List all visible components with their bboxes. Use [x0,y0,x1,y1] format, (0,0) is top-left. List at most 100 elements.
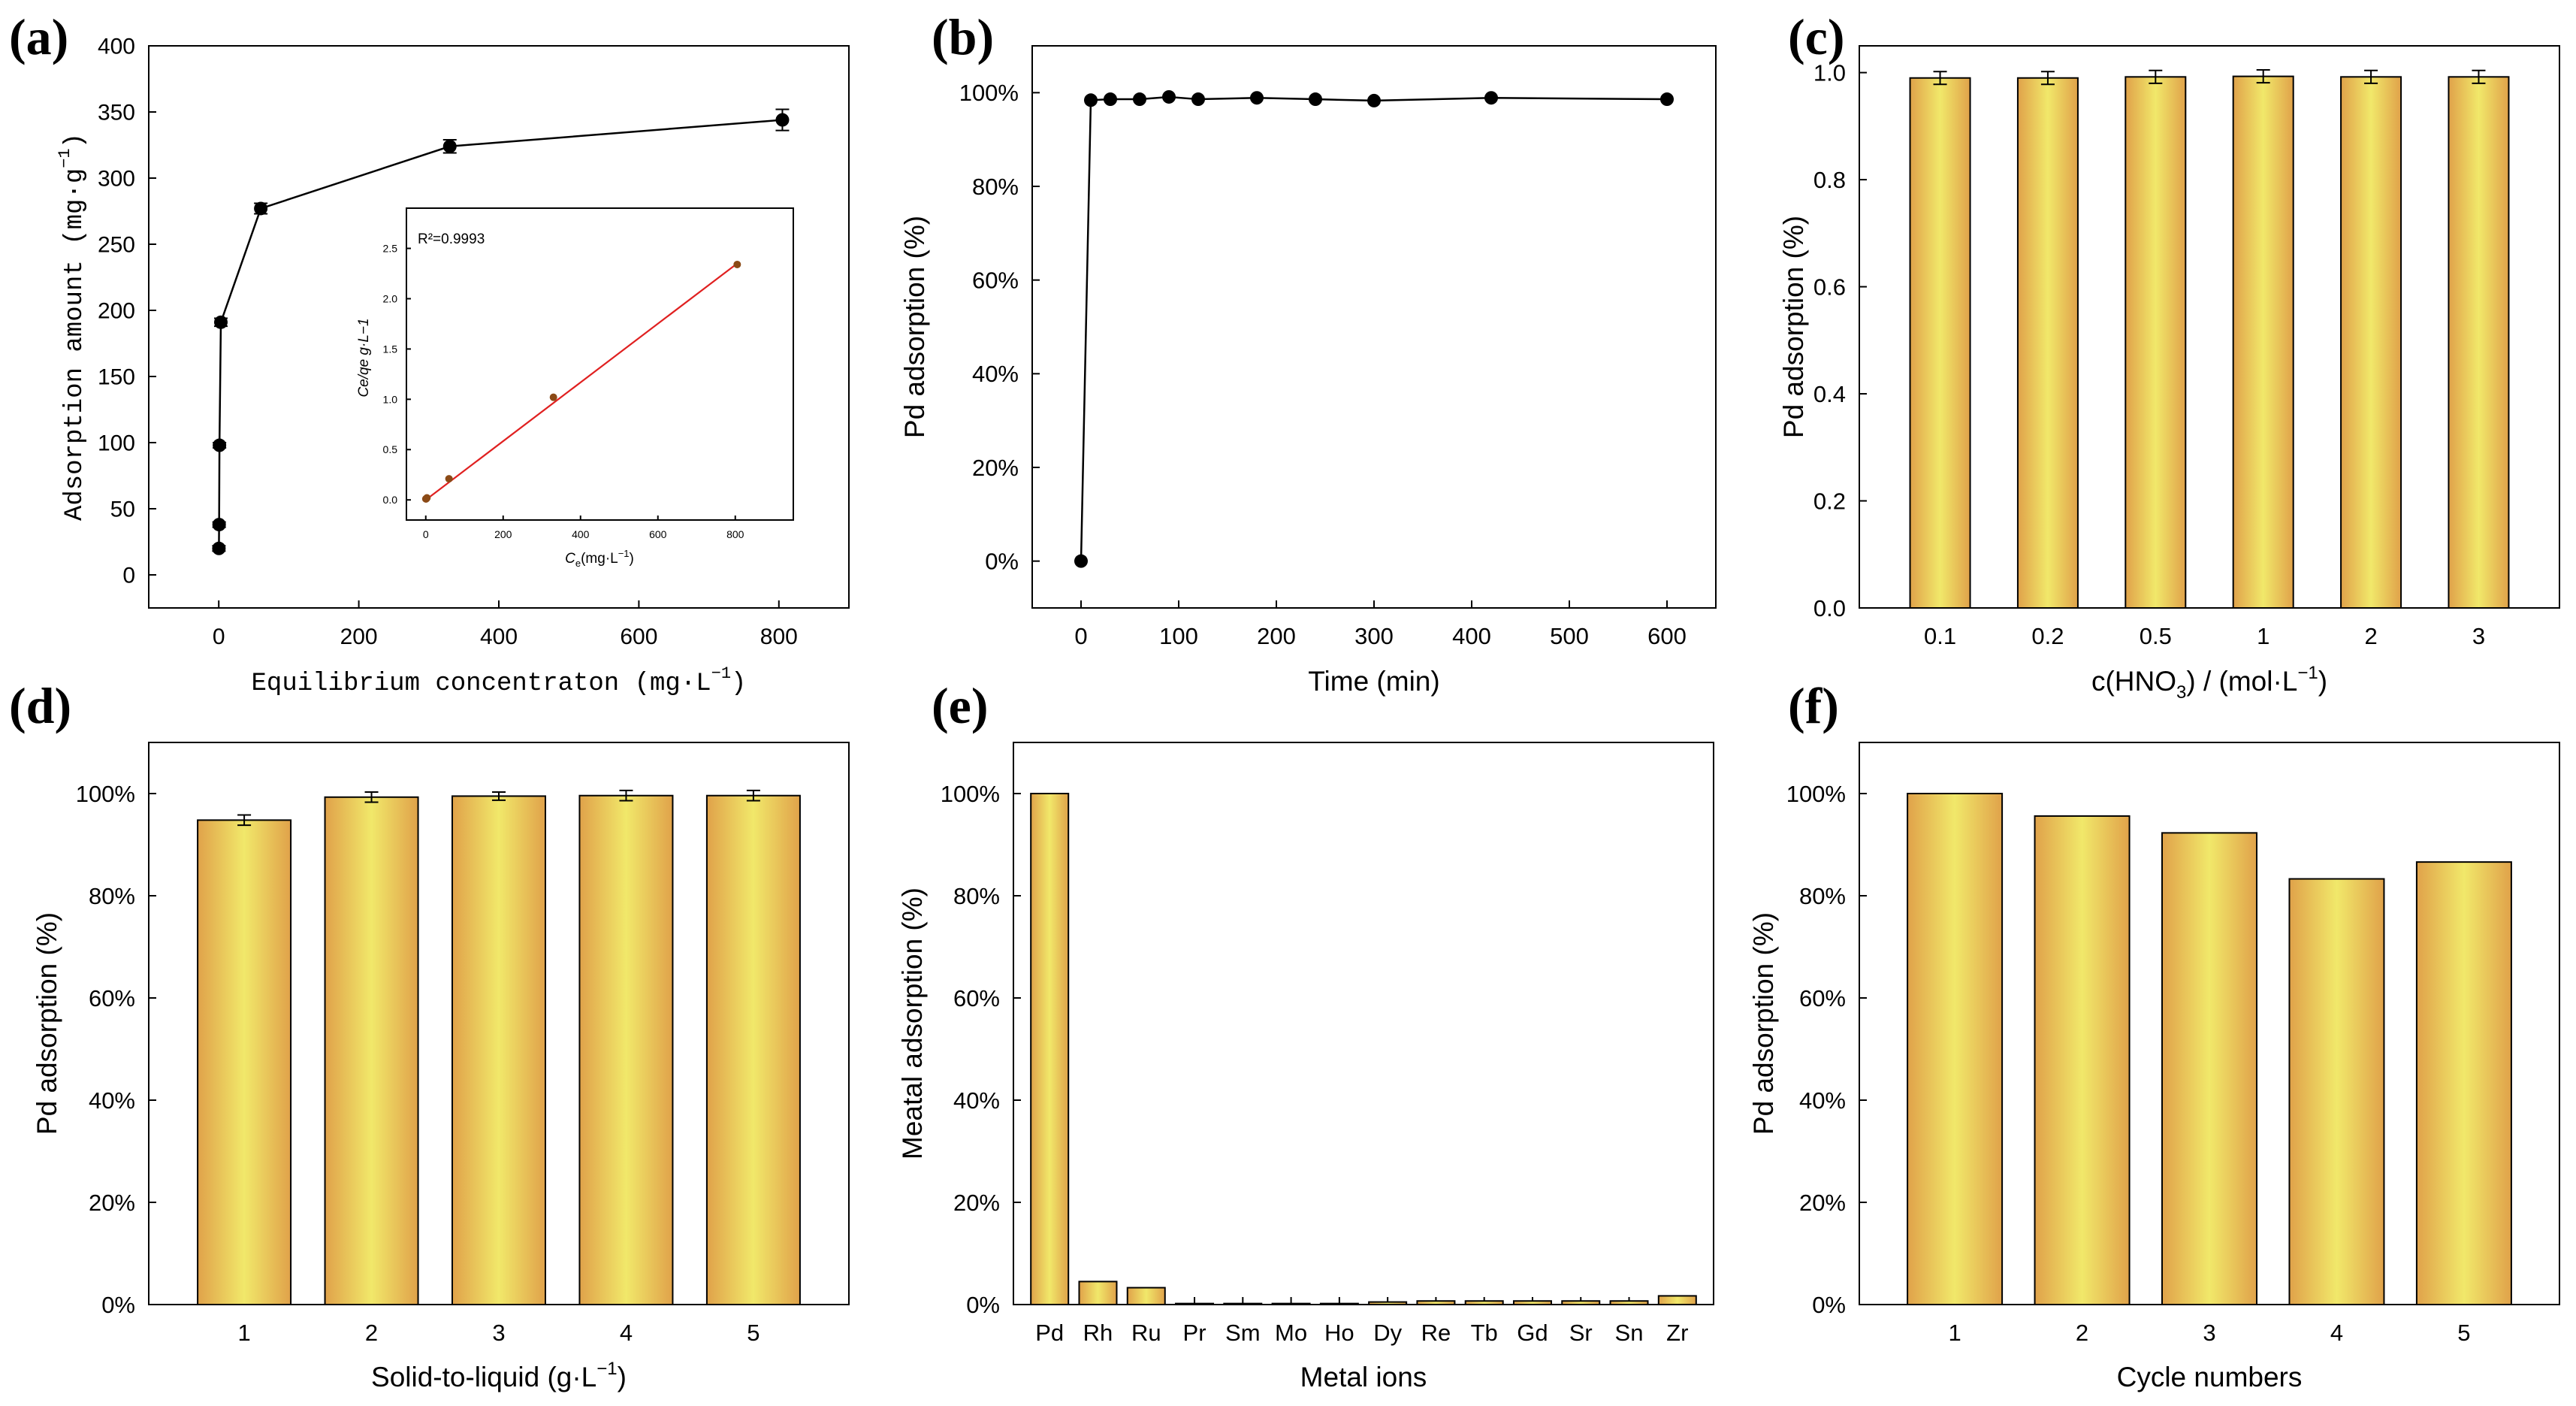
panel-e-bar [1078,1281,1118,1306]
inset-ylabel: Ce/qe g·L−1 [356,318,372,397]
panel-f-bar [2034,815,2131,1306]
panel-e-bar [1561,1300,1601,1305]
panel-a: (a) 0 50 100 150 200 250 300 350 400 0 200 400 600 80… [9,8,850,698]
panel-e-bar [1368,1301,1408,1305]
inset-xtick-label: 0 [423,528,429,540]
panel-a-series [212,108,790,555]
panel-d-ytick-label: 60% [89,985,135,1011]
panel-b-point [1191,92,1205,107]
panel-b-line [1080,95,1668,561]
panel-d: (d) 0% 20% 40% 60% 80% 100% 1 2 3 4 5 Solid-to-liq… [9,677,850,1392]
panel-e-bar [1175,1302,1215,1306]
panel-d-xtick-label: 2 [365,1320,378,1346]
panel-label-a: (a) [9,8,68,65]
panel-e-bar [1464,1300,1504,1305]
panel-b-ytick-label: 100% [959,80,1019,106]
panel-c-bar [2448,76,2510,609]
panel-c-ytick-label: 0.4 [1813,381,1846,407]
panel-b-point [1074,554,1088,568]
panel-a-xlabel: Equilibrium concentraton (mg·L−1) [252,664,747,698]
panel-f-bar [2288,878,2385,1306]
panel-b-ytick-label: 0% [985,549,1019,575]
panel-a-ytick-label: 350 [98,101,135,125]
panel-c-bar [1909,77,1971,609]
panel-a-point [442,139,457,153]
panel-a-axes: 0 50 100 150 200 250 300 350 400 0 200 400 600 800 [98,35,798,650]
panel-b-point [1104,92,1117,107]
panel-d-bar [705,794,801,1305]
panel-e-axes: 0% 20% 40% 60% 80% 100% Pd Rh Ru Pr Sm Mo Ho Dy Re Tb Gd… [941,781,1689,1346]
panel-e: (e) 0% 20% 40% 60% 80% 100% Pd Rh Ru Pr Sm Mo Ho Dy Re… [897,677,1714,1392]
inset-xtick-label: 600 [649,528,667,540]
panel-b-ylabel: Pd adsorption (%) [899,216,930,438]
panel-b-xtick-label: 200 [1257,623,1296,649]
panel-e-xtick-label: Ho [1324,1320,1354,1346]
inset-ytick-label: 2.5 [383,242,398,254]
panel-c-ytick-label: 0.6 [1813,274,1846,300]
panel-c-ylabel: Pd adsorption (%) [1778,216,1809,438]
panel-c-ytick-label: 0.0 [1813,595,1846,621]
panel-d-ytick-label: 80% [89,883,135,909]
inset-point [423,494,431,502]
panel-a-ytick-label: 200 [98,299,135,324]
panel-c-bar [2016,77,2079,609]
panel-c-bar [2232,75,2294,609]
panel-e-bar [1416,1300,1456,1305]
panel-b-xtick-label: 100 [1159,623,1198,649]
panel-c-bar [2125,76,2187,609]
panel-f-xtick-label: 1 [1948,1320,1961,1346]
panel-b-xtick-label: 400 [1452,623,1491,649]
panel-label-e: (e) [932,677,988,734]
panel-b-ytick-label: 80% [972,174,1019,200]
panel-a-point [213,438,227,452]
panel-e-ytick-label: 0% [966,1292,1000,1318]
panel-d-bar [578,794,674,1305]
inset-frame [406,207,794,521]
panel-a-xtick-label: 0 [213,624,225,649]
panel-e-ytick-label: 60% [953,985,1000,1011]
panel-e-bar [1512,1300,1552,1305]
panel-d-bar [197,819,292,1305]
panel-b-point [1309,92,1322,107]
inset-ytick-label: 0.5 [383,443,398,455]
panel-e-xtick-label: Sr [1569,1320,1593,1346]
panel-c-xtick-label: 2 [2364,623,2377,649]
panel-e-xtick-label: Ru [1131,1320,1161,1346]
panel-f-bars [1907,793,2512,1306]
panel-c-xlabel: c(HNO3) / (mol·L−1) [2091,663,2327,703]
panel-a-point [212,541,226,555]
panel-a-ytick-label: 250 [98,233,135,258]
inset-point [549,393,557,401]
panel-d-ytick-label: 40% [89,1087,135,1114]
panel-e-xtick-label: Gd [1517,1320,1548,1346]
panel-e-bars [1030,793,1697,1306]
panel-a-ylabel: Adsorption amount (mg·g−1) [56,133,89,521]
panel-b-xtick-label: 300 [1354,623,1394,649]
panel-e-ytick-label: 40% [953,1087,1000,1114]
inset-ytick-label: 2.0 [383,292,398,304]
inset-xtick-label: 800 [726,528,744,540]
panel-c-xtick-label: 3 [2472,623,2485,649]
inset-ytick-label: 0.0 [383,494,398,506]
panel-c-xtick-label: 0.2 [2031,623,2064,649]
panel-c-xtick-label: 1 [2257,623,2269,649]
panel-e-bar [1223,1302,1263,1306]
panel-d-xlabel: Solid-to-liquid (g·L−1) [371,1359,627,1392]
panel-c-ytick-label: 0.8 [1813,167,1846,193]
panel-a-ytick-label: 300 [98,167,135,192]
panel-e-xtick-label: Tb [1471,1320,1498,1346]
panel-b-point [1367,93,1381,107]
inset-axes: 0.0 0.5 1.0 1.5 2.0 2.5 0 200 400 600 800 [383,242,744,540]
panel-b-xtick-label: 0 [1074,623,1087,649]
panel-f-xtick-label: 2 [2076,1320,2088,1346]
panel-e-xtick-label: Dy [1373,1320,1402,1346]
panel-b-point [1484,91,1498,105]
panel-c-frame [1859,45,2560,609]
panel-e-frame [1013,742,1714,1305]
panel-e-bar [1126,1287,1166,1306]
panel-d-xtick-label: 3 [492,1320,505,1346]
panel-f-ytick-label: 40% [1799,1087,1846,1114]
panel-f-xtick-label: 5 [2457,1320,2470,1346]
panel-f-ytick-label: 60% [1799,985,1846,1011]
panel-c-ytick-label: 1.0 [1813,59,1846,86]
